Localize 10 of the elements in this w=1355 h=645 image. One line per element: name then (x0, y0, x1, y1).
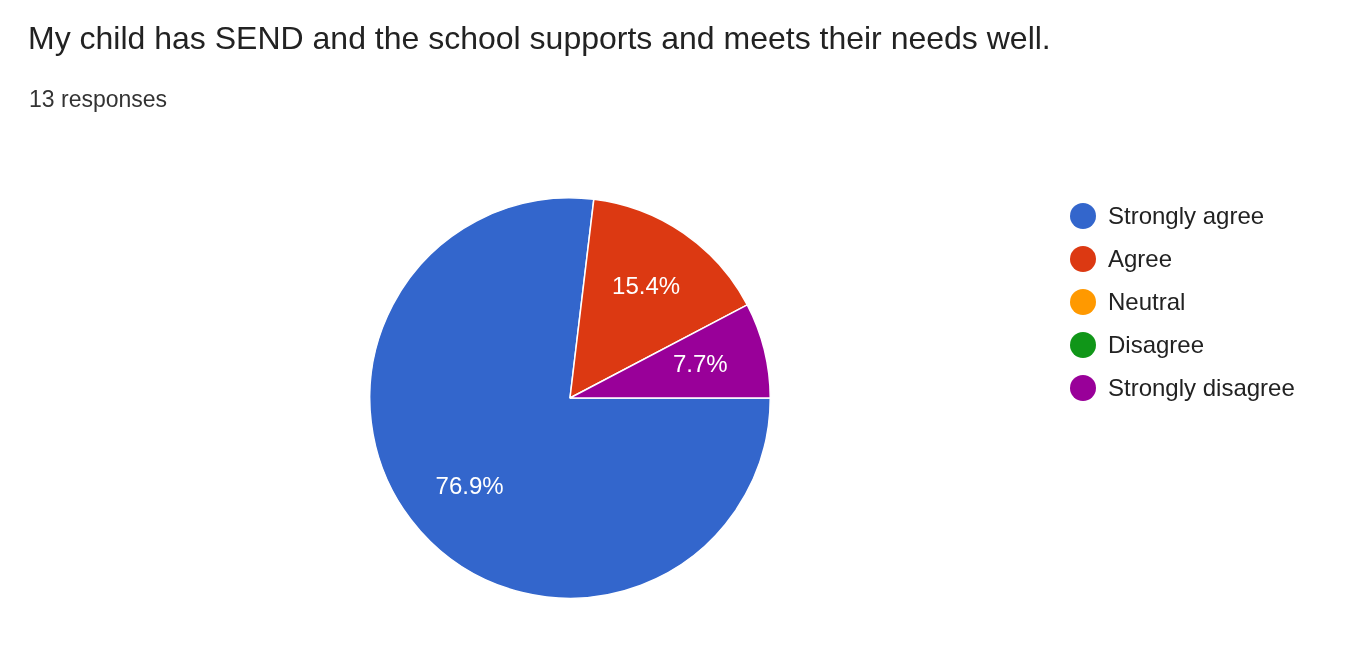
data-label: 76.9% (435, 471, 504, 499)
legend-label: Neutral (1108, 287, 1186, 316)
legend-label: Strongly agree (1108, 201, 1265, 230)
data-label: 7.7% (672, 350, 728, 378)
legend-label: Disagree (1108, 330, 1205, 359)
text: 13 responses (29, 86, 168, 113)
chart-title: My child has SEND and the school supports and meets their needs well. (28, 20, 1051, 57)
legend-label: Strongly disagree (1108, 373, 1295, 402)
legend-label: Agree (1108, 244, 1173, 273)
data-label: 15.4% (612, 272, 681, 300)
